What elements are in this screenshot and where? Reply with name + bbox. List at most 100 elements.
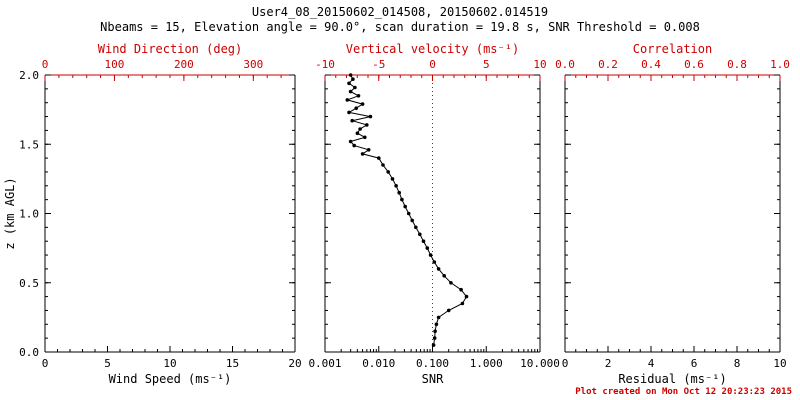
data-point <box>358 127 362 131</box>
figure-title: User4_08_20150602_014508, 20150602.01451… <box>252 5 548 19</box>
data-point <box>377 156 381 160</box>
data-point <box>421 239 426 243</box>
data-point <box>449 281 453 285</box>
top-axis-ticks: 0 100 200 300 <box>42 58 282 81</box>
svg-text:2.0: 2.0 <box>19 69 39 82</box>
svg-text:10: 10 <box>533 58 546 71</box>
svg-text:20: 20 <box>288 357 301 370</box>
x-axis-ticks: 0 5 10 15 20 <box>42 346 302 370</box>
svg-text:5: 5 <box>483 58 490 71</box>
data-point <box>418 232 422 237</box>
data-point <box>353 85 357 90</box>
data-point <box>348 139 353 144</box>
data-point <box>433 329 437 334</box>
svg-text:1.0: 1.0 <box>19 208 39 221</box>
data-point <box>360 152 365 156</box>
svg-text:-5: -5 <box>372 58 385 71</box>
figure-subtitle: Nbeams = 15, Elevation angle = 90.0°, sc… <box>100 20 700 34</box>
snr-profile-series <box>345 73 469 347</box>
data-point <box>351 77 355 81</box>
data-point <box>386 170 391 174</box>
data-point <box>431 343 436 347</box>
data-point <box>436 315 441 320</box>
top-axis-label: Wind Direction (deg) <box>98 42 243 56</box>
data-point <box>352 143 357 148</box>
data-point <box>366 148 371 152</box>
data-point <box>414 225 418 230</box>
data-point <box>368 114 373 119</box>
svg-text:1.0: 1.0 <box>770 58 790 71</box>
svg-text:5: 5 <box>104 357 111 370</box>
data-point <box>390 177 395 181</box>
data-point <box>394 184 398 188</box>
panel-snr: 0.001 0.010 0.100 1.000 10.000 SNR -10 -5 0 5 10 Ve… <box>308 42 559 386</box>
svg-text:0: 0 <box>42 58 49 71</box>
svg-text:0.100: 0.100 <box>416 357 449 370</box>
top-axis-ticks: 0.0 0.2 0.4 0.6 0.8 1.0 <box>555 58 790 81</box>
data-point <box>434 322 439 327</box>
data-point <box>428 253 433 257</box>
svg-text:6: 6 <box>691 357 698 370</box>
top-axis-ticks: -10 -5 0 5 10 <box>315 58 547 81</box>
svg-text:0.010: 0.010 <box>362 357 395 370</box>
svg-text:0.4: 0.4 <box>641 58 661 71</box>
data-point <box>446 308 451 313</box>
data-point <box>436 267 441 271</box>
svg-text:0.001: 0.001 <box>308 357 341 370</box>
data-point <box>363 135 367 140</box>
svg-text:0.0: 0.0 <box>555 58 575 71</box>
data-point <box>403 204 408 209</box>
top-axis-label: Vertical velocity (ms⁻¹) <box>346 42 519 56</box>
panel-residual: 0 2 4 6 8 10 Residual (ms⁻¹) 0.0 0.2 0.4 0.6 0.8 1.0… <box>555 42 790 386</box>
data-point <box>397 190 402 195</box>
svg-text:0.5: 0.5 <box>19 277 39 290</box>
data-point <box>432 336 437 340</box>
svg-text:300: 300 <box>243 58 263 71</box>
data-point <box>356 94 361 98</box>
svg-text:0.6: 0.6 <box>684 58 704 71</box>
data-point <box>406 211 411 216</box>
svg-text:2: 2 <box>605 357 612 370</box>
y-axis-ticks <box>325 74 540 353</box>
x-axis-label: SNR <box>422 372 444 386</box>
svg-text:10: 10 <box>163 357 176 370</box>
data-point <box>348 73 353 77</box>
x-axis-label: Wind Speed (ms⁻¹) <box>109 372 232 386</box>
data-point <box>410 218 415 223</box>
svg-text:100: 100 <box>105 58 125 71</box>
x-axis-label: Residual (ms⁻¹) <box>618 372 726 386</box>
svg-text:4: 4 <box>648 357 655 370</box>
data-point <box>460 301 465 306</box>
svg-text:10.000: 10.000 <box>520 357 560 370</box>
data-point <box>354 106 359 110</box>
svg-text:1.000: 1.000 <box>470 357 503 370</box>
data-point <box>365 123 369 127</box>
y-axis-ticks <box>565 74 780 353</box>
y-axis-ticks: 0.0 0.5 1.0 1.5 2.0 <box>19 69 295 359</box>
data-point <box>360 102 365 106</box>
svg-text:10: 10 <box>773 357 786 370</box>
data-point <box>464 294 469 299</box>
svg-text:0.0: 0.0 <box>19 346 39 359</box>
data-point <box>400 197 404 202</box>
data-point <box>347 110 351 115</box>
data-point <box>442 274 447 278</box>
data-point <box>347 81 351 86</box>
data-point <box>345 98 350 102</box>
data-point <box>348 89 353 94</box>
data-point <box>432 260 437 264</box>
svg-text:0: 0 <box>42 357 49 370</box>
svg-text:0: 0 <box>562 357 569 370</box>
data-point <box>425 246 430 250</box>
x-axis-ticks: 0.001 0.010 0.100 1.000 10.000 <box>308 346 560 370</box>
svg-text:0.8: 0.8 <box>727 58 747 71</box>
svg-text:200: 200 <box>174 58 194 71</box>
svg-text:1.5: 1.5 <box>19 138 39 151</box>
data-point <box>459 287 463 292</box>
top-axis-label: Correlation <box>633 42 712 56</box>
plot-created-note: Plot created on Mon Oct 12 20:23:23 2015 <box>575 387 792 397</box>
x-axis-ticks: 0 2 4 6 8 10 <box>562 346 787 370</box>
